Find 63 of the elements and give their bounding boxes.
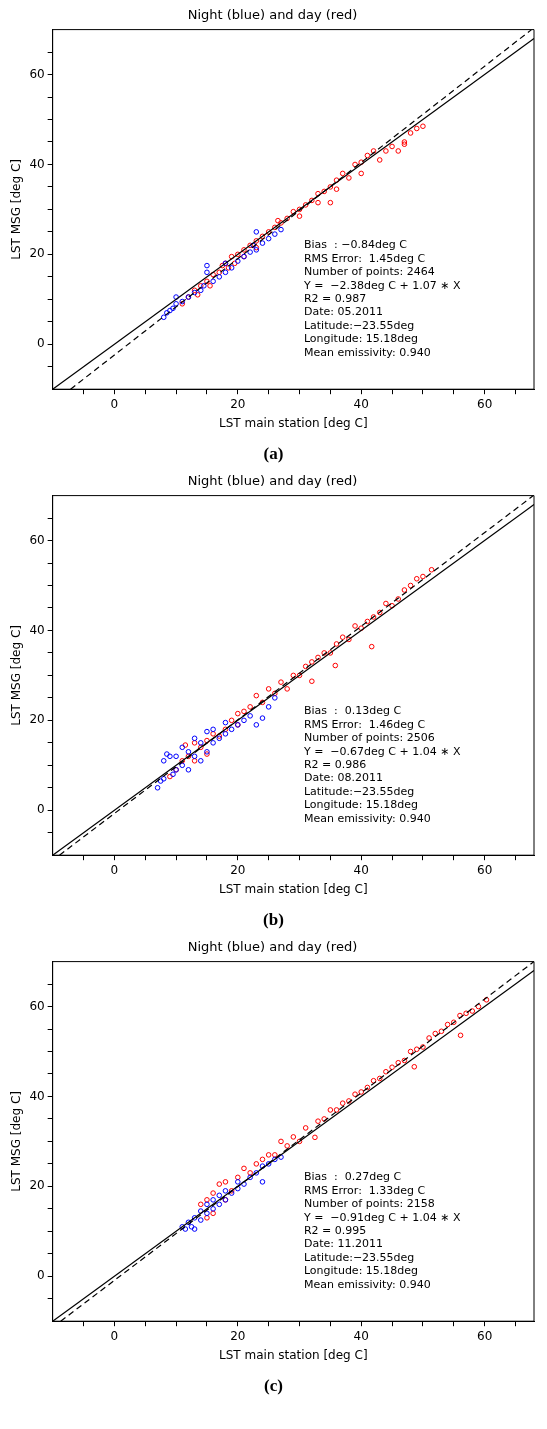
y-tick-label: 0 [37, 802, 45, 817]
y-tick-label: 60 [29, 66, 45, 81]
annotation: Number of points: 2464 [303, 265, 435, 279]
annotation: Y = −2.38deg C + 1.07 ∗ X [302, 278, 461, 292]
chart-title: Night (blue) and day (red) [187, 7, 358, 23]
x-axis-title: LST main station [deg C] [219, 415, 368, 430]
x-axis-title: LST main station [deg C] [219, 1347, 368, 1362]
x-tick-label: 40 [353, 1328, 369, 1343]
y-tick-label: 20 [29, 1178, 45, 1193]
y-tick-label: 60 [29, 998, 45, 1013]
annotation: RMS Error: 1.46deg C [303, 717, 426, 731]
x-tick-label: 0 [110, 396, 119, 411]
x-tick-label: 60 [476, 396, 493, 411]
annotation: Number of points: 2506 [303, 731, 435, 745]
text: (a) [262, 443, 285, 465]
x-tick-label: 40 [353, 396, 369, 411]
y-tick-label: 20 [29, 712, 45, 727]
annotation: Y = −0.67deg C + 1.04 ∗ X [302, 744, 461, 758]
annotation: Bias : −0.84deg C [303, 238, 408, 252]
annotation: Latitude:−23.55deg [303, 318, 415, 332]
annotation: RMS Error: 1.33deg C [303, 1183, 426, 1197]
y-tick-label: 20 [29, 246, 45, 261]
annotation: Latitude:−23.55deg [303, 1250, 415, 1264]
y-tick-label: 40 [29, 622, 45, 637]
y-axis-title: LST MSG [deg C] [9, 625, 24, 726]
x-axis-title: LST main station [deg C] [219, 881, 368, 896]
annotation: Bias : 0.13deg C [303, 704, 402, 718]
annotation: Longitude: 15.18deg [303, 1264, 419, 1278]
y-tick-label: 40 [29, 1088, 45, 1103]
y-tick-label: 0 [37, 1268, 45, 1283]
text: (b) [262, 909, 285, 931]
annotation: Date: 05.2011 [303, 305, 383, 319]
y-axis-title: LST MSG [deg C] [9, 1091, 24, 1192]
annotation: Mean emissivity: 0.940 [303, 345, 431, 359]
chart-title: Night (blue) and day (red) [187, 939, 358, 955]
text: (c) [263, 1375, 284, 1397]
x-tick-label: 20 [230, 862, 246, 877]
x-tick-label: 60 [476, 862, 493, 877]
annotation: Bias : 0.27deg C [303, 1170, 402, 1184]
x-tick-label: 0 [110, 862, 119, 877]
x-tick-label: 20 [230, 396, 246, 411]
annotation: R2 = 0.987 [303, 291, 367, 305]
x-tick-label: 0 [110, 1328, 119, 1343]
annotation: Longitude: 15.18deg [303, 332, 419, 346]
chart-title: Night (blue) and day (red) [187, 473, 358, 489]
x-tick-label: 60 [476, 1328, 493, 1343]
y-tick-label: 0 [37, 336, 45, 351]
annotation: Date: 11.2011 [303, 1237, 383, 1251]
y-tick-label: 60 [29, 532, 45, 547]
annotation: Mean emissivity: 0.940 [303, 1277, 431, 1291]
annotation: Y = −0.91deg C + 1.04 ∗ X [302, 1210, 461, 1224]
annotation: Latitude:−23.55deg [303, 784, 415, 798]
annotation: R2 = 0.986 [303, 757, 367, 771]
y-axis-title: LST MSG [deg C] [9, 159, 24, 260]
x-tick-label: 40 [353, 862, 369, 877]
annotation: Mean emissivity: 0.940 [303, 811, 431, 825]
x-tick-label: 20 [230, 1328, 246, 1343]
annotation: RMS Error: 1.45deg C [303, 251, 426, 265]
annotation: R2 = 0.995 [303, 1223, 367, 1237]
annotation: Longitude: 15.18deg [303, 798, 419, 812]
y-tick-label: 40 [29, 156, 45, 171]
annotation: Number of points: 2158 [303, 1197, 435, 1211]
annotation: Date: 08.2011 [303, 771, 383, 785]
